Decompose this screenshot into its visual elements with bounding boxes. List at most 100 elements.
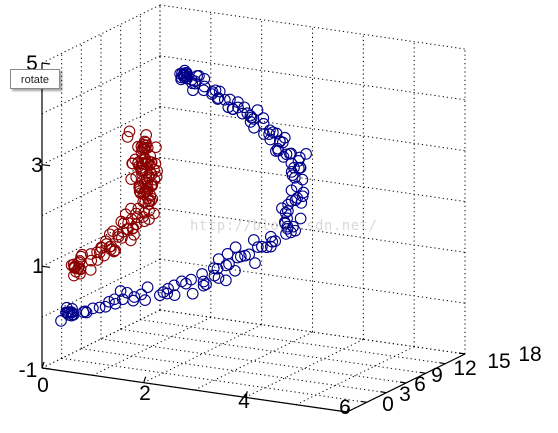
blue-point xyxy=(285,226,297,239)
blue-point xyxy=(270,127,283,140)
y-tick-mark xyxy=(439,362,446,365)
blue-point xyxy=(285,147,297,160)
grid-line xyxy=(41,106,161,166)
red-point xyxy=(103,228,116,241)
blue-point xyxy=(218,93,231,106)
blue-point xyxy=(198,73,211,85)
red-point xyxy=(124,234,137,247)
blue-point xyxy=(232,101,244,114)
blue-point xyxy=(270,145,282,157)
blue-point xyxy=(197,275,210,288)
blue-point xyxy=(285,166,298,178)
blue-point xyxy=(236,107,249,120)
grid-line xyxy=(143,324,262,384)
x-tick-label-6: 6 xyxy=(339,396,351,419)
blue-point xyxy=(276,136,289,149)
x-tick-mark xyxy=(143,376,147,383)
z-tick-label-5: 5 xyxy=(26,52,38,75)
blue-point xyxy=(127,294,140,307)
red-point xyxy=(122,217,134,229)
y-tick-mark xyxy=(399,381,407,384)
red-point xyxy=(143,195,156,208)
blue-point xyxy=(61,306,74,319)
y-tick-label-15: 15 xyxy=(487,350,510,373)
blue-point xyxy=(154,289,166,302)
blue-point xyxy=(162,282,174,295)
x-tick-mark xyxy=(244,391,248,398)
grid-line xyxy=(159,106,466,152)
grid-line xyxy=(159,309,466,355)
red-point xyxy=(117,217,130,229)
red-point xyxy=(123,125,136,138)
blue-point xyxy=(212,272,225,284)
blue-point xyxy=(108,293,121,306)
blue-point xyxy=(282,205,294,217)
red-point xyxy=(84,264,97,276)
grid-line xyxy=(159,55,466,101)
z-tick-mark xyxy=(41,367,51,370)
blue-point xyxy=(220,259,232,272)
blue-point xyxy=(200,278,212,291)
red-point xyxy=(109,244,122,257)
red-point xyxy=(126,157,139,170)
blue-point xyxy=(196,268,208,280)
blue-point xyxy=(55,315,67,327)
blue-point xyxy=(247,234,260,246)
x-tick-mark xyxy=(41,361,45,369)
blue-point xyxy=(297,186,310,199)
red-point xyxy=(100,235,112,248)
blue-point xyxy=(249,257,261,269)
x-tick-label-0: 0 xyxy=(37,374,49,397)
blue-point xyxy=(141,281,154,294)
blue-point xyxy=(168,289,181,301)
blue-point xyxy=(276,202,288,215)
blue-point xyxy=(294,212,307,225)
red-point xyxy=(76,248,88,261)
red-point xyxy=(150,141,162,154)
grid-line xyxy=(159,157,466,202)
blue-point xyxy=(244,109,257,122)
blue-point xyxy=(197,279,210,292)
y-tick-mark xyxy=(340,410,348,413)
blue-point xyxy=(300,148,312,160)
grid-line xyxy=(100,338,407,384)
red-point xyxy=(125,202,137,215)
blue-point xyxy=(211,93,224,105)
red-point xyxy=(107,225,119,238)
blue-point xyxy=(213,85,226,98)
blue-point xyxy=(222,101,235,114)
red-point xyxy=(146,178,159,191)
watermark-text: http://blog.csdn.net/ xyxy=(190,218,378,234)
grid-line xyxy=(140,319,446,365)
x-axis-line xyxy=(41,367,348,413)
blue-point xyxy=(212,253,225,265)
blue-point xyxy=(93,301,106,314)
red-point xyxy=(135,140,148,153)
red-point xyxy=(72,261,85,273)
blue-point xyxy=(256,240,268,253)
red-point xyxy=(91,254,104,266)
z-tick-label-3: 3 xyxy=(31,154,43,177)
red-point xyxy=(129,153,142,166)
blue-point xyxy=(234,250,247,263)
grid-line xyxy=(41,4,161,64)
blue-point xyxy=(241,107,254,120)
blue-point xyxy=(66,306,78,319)
blue-point xyxy=(103,295,115,308)
blue-point xyxy=(269,235,282,247)
y-tick-mark xyxy=(380,391,387,394)
y-tick-mark xyxy=(360,400,367,403)
red-point xyxy=(135,165,148,177)
grid-line xyxy=(194,331,313,391)
blue-point xyxy=(114,285,127,297)
blue-point xyxy=(292,162,305,175)
blue-point xyxy=(257,112,270,124)
blue-point xyxy=(185,273,197,286)
red-point xyxy=(141,141,154,154)
red-point xyxy=(126,222,139,235)
blue-point xyxy=(257,118,270,130)
red-point xyxy=(138,176,151,189)
red-point xyxy=(121,131,134,143)
y-tick-label-6: 6 xyxy=(414,373,426,396)
